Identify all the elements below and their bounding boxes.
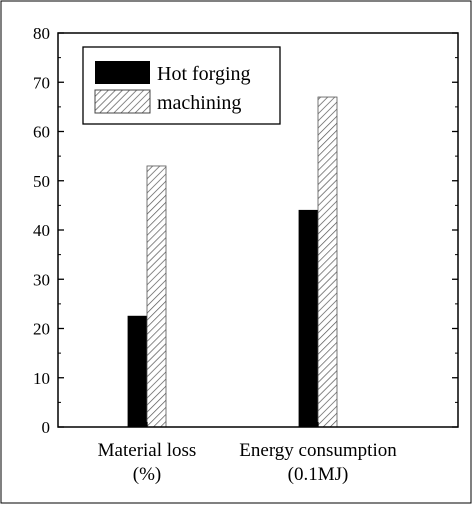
legend-label-hot-forging: Hot forging <box>157 63 251 85</box>
bar-machining-0 <box>146 165 167 428</box>
y-tick-label-70: 70 <box>33 73 50 92</box>
category-label-1-line-1: (0.1MJ) <box>288 464 349 485</box>
plot-frame <box>57 32 459 428</box>
y-tick-label-80: 80 <box>33 24 50 43</box>
y-tick-label-20: 20 <box>33 320 50 339</box>
category-label-0-line-1: (%) <box>133 464 161 485</box>
category-label-0-line-0: Material loss <box>98 440 197 461</box>
y-tick-label-50: 50 <box>33 172 50 191</box>
y-tick-label-10: 10 <box>33 369 50 388</box>
y-tick-label-40: 40 <box>33 221 50 240</box>
y-tick-label-60: 60 <box>33 123 50 142</box>
bar-hot-forging-0 <box>127 315 148 428</box>
y-tick-label-0: 0 <box>42 418 51 437</box>
bar-hot-forging-1 <box>298 209 319 428</box>
legend-swatch-hot-forging <box>95 61 150 84</box>
bar-machining-1 <box>317 96 338 428</box>
legend-label-machining: machining <box>157 92 241 114</box>
category-label-1-line-0: Energy consumption <box>239 440 397 461</box>
legend: Hot forging machining <box>82 46 281 125</box>
legend-swatch-machining <box>94 89 151 114</box>
y-tick-label-30: 30 <box>33 270 50 289</box>
